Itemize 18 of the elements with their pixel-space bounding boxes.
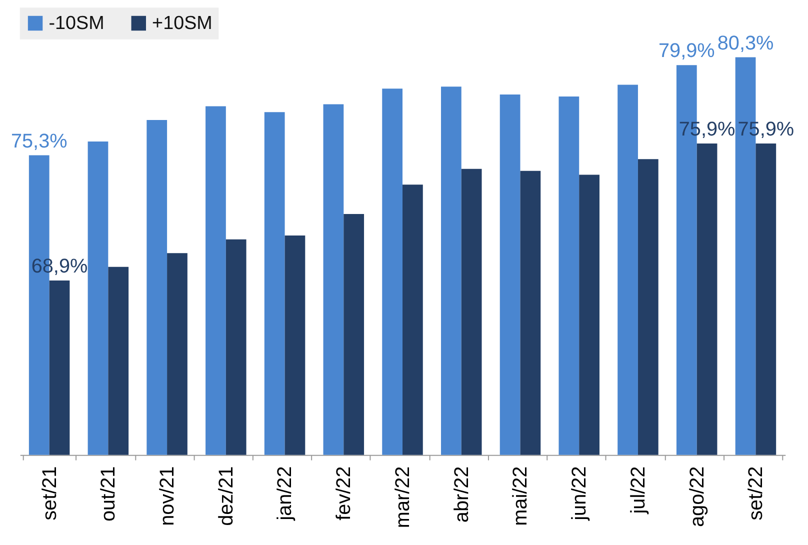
x-tick-label: nov/21 — [156, 466, 179, 526]
x-tick-label: mai/22 — [510, 466, 532, 526]
x-tick-label: ago/22 — [686, 466, 708, 528]
x-tick-label: set/21 — [38, 466, 61, 520]
x-tick-label: mar/22 — [392, 466, 414, 528]
x-tick-label: out/21 — [98, 466, 120, 522]
x-tick-label: jul/22 — [627, 466, 650, 515]
x-tick-label: jan/22 — [274, 466, 296, 522]
data-label: 75,3% — [10, 130, 68, 152]
x-tick-label: abr/22 — [450, 466, 473, 523]
x-tick-label: dez/21 — [215, 466, 238, 526]
x-tick-label: jun/22 — [568, 466, 591, 522]
data-label: 80,3% — [717, 32, 774, 54]
legend-label: +10SM — [152, 13, 212, 34]
x-tick-label: set/22 — [745, 466, 768, 520]
data-label: 79,9% — [658, 40, 715, 62]
legend-label: -10SM — [48, 13, 104, 34]
x-tick-label: fev/22 — [333, 466, 356, 520]
